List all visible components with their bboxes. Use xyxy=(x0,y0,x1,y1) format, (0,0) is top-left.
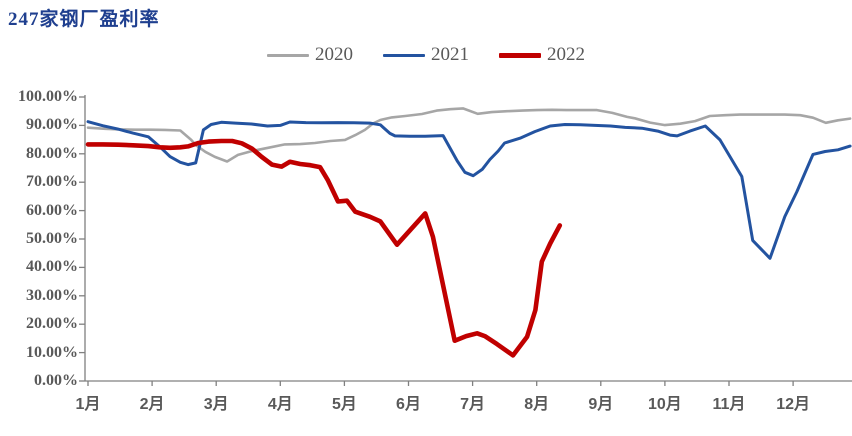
y-tick-label: 20.00% xyxy=(26,315,78,333)
legend-line-swatch xyxy=(499,52,541,58)
legend-line-swatch xyxy=(267,53,309,57)
y-tick-label: 30.00% xyxy=(26,286,78,304)
x-tick-label: 10月 xyxy=(647,396,682,413)
legend-line-swatch xyxy=(383,53,425,57)
y-tick-label: 80.00% xyxy=(26,144,78,162)
x-tick-label: 9月 xyxy=(588,396,614,413)
x-tick-label: 5月 xyxy=(331,396,357,413)
x-tick-label: 2月 xyxy=(139,396,165,413)
y-tick-label: 100.00% xyxy=(18,88,78,105)
legend-label: 2021 xyxy=(431,44,469,65)
legend-label: 2022 xyxy=(547,44,585,65)
y-tick-label: 70.00% xyxy=(26,173,78,191)
series-line-2021 xyxy=(86,120,852,260)
x-tick-label: 7月 xyxy=(460,396,486,413)
series-line-2020 xyxy=(86,107,852,163)
x-tick-label: 4月 xyxy=(267,396,293,413)
legend-item-2022: 2022 xyxy=(499,44,585,66)
y-tick-label: 10.00% xyxy=(26,343,78,361)
x-tick-label: 3月 xyxy=(203,396,229,413)
y-tick-label: 60.00% xyxy=(26,201,78,219)
y-tick-label: 40.00% xyxy=(26,258,78,276)
chart-legend: 2020 2021 2022 xyxy=(0,44,852,66)
x-tick-label: 6月 xyxy=(396,396,421,413)
legend-item-2020: 2020 xyxy=(267,44,353,66)
y-tick-label: 50.00% xyxy=(26,230,78,247)
y-tick-label: 90.00% xyxy=(26,116,78,134)
series-line-2022 xyxy=(85,138,563,358)
x-tick-label: 12月 xyxy=(776,396,810,413)
x-tick-label: 8月 xyxy=(524,396,550,413)
chart-title: 247家钢厂盈利率 xyxy=(8,9,160,30)
x-tick-label: 1月 xyxy=(75,396,101,413)
y-tick-label: 0.00% xyxy=(34,372,78,389)
legend-item-2021: 2021 xyxy=(383,44,469,66)
x-tick-label: 11月 xyxy=(712,396,746,413)
legend-label: 2020 xyxy=(315,44,353,65)
